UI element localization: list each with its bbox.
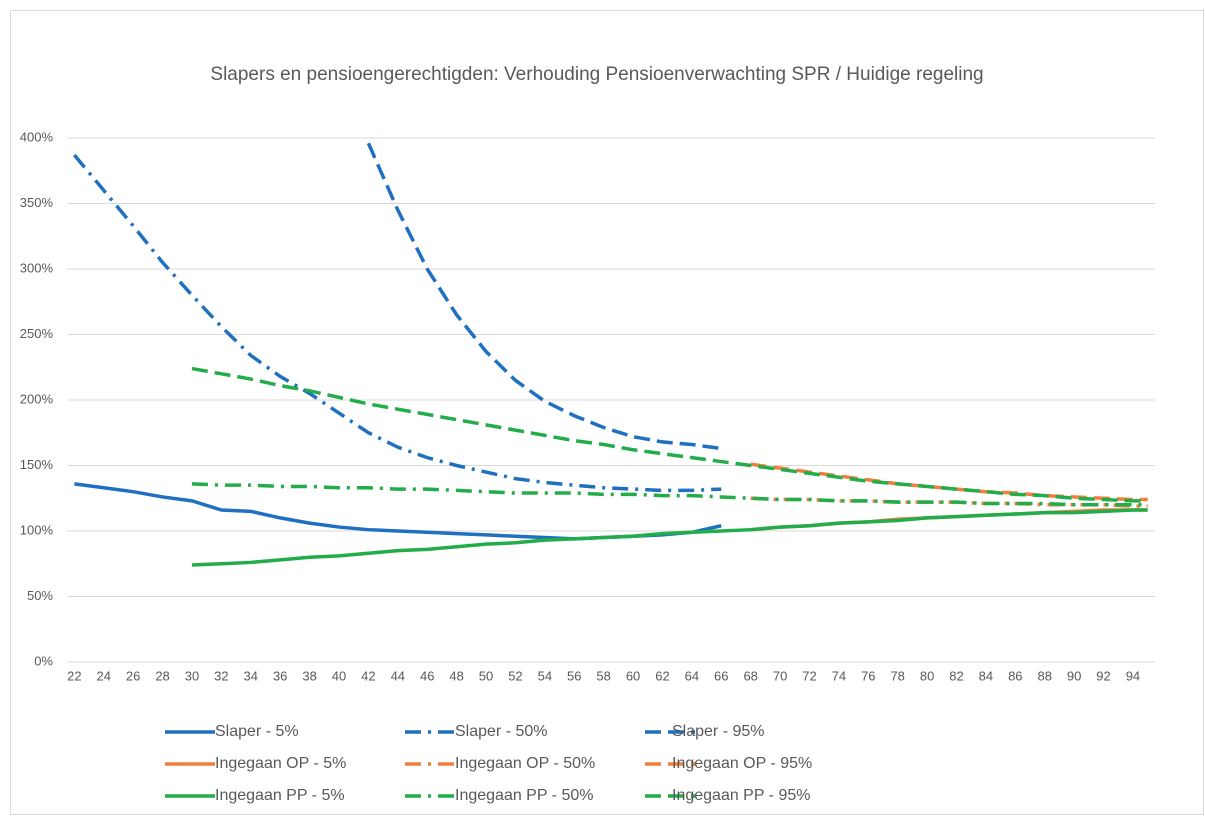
x-tick-label: 60 — [626, 668, 640, 683]
x-tick-label: 88 — [1037, 668, 1051, 683]
y-tick-label: 350% — [20, 195, 54, 210]
series-line — [366, 142, 722, 451]
x-tick-label: 58 — [596, 668, 610, 683]
y-tick-label: 250% — [20, 326, 54, 341]
legend-label: Slaper - 5% — [215, 723, 299, 740]
x-tick-label: 94 — [1126, 668, 1140, 683]
x-tick-label: 80 — [920, 668, 934, 683]
x-tick-label: 54 — [538, 668, 552, 683]
legend-label: Ingegaan PP - 95% — [672, 787, 810, 804]
x-tick-label: 76 — [861, 668, 875, 683]
x-tick-label: 26 — [126, 668, 140, 683]
x-tick-label: 56 — [567, 668, 581, 683]
x-tick-label: 68 — [743, 668, 757, 683]
legend-label: Slaper - 95% — [672, 723, 765, 740]
y-tick-label: 50% — [27, 588, 53, 603]
x-tick-label: 72 — [802, 668, 816, 683]
legend-label: Ingegaan OP - 50% — [455, 755, 595, 772]
x-tick-label: 64 — [685, 668, 699, 683]
x-tick-label: 66 — [714, 668, 728, 683]
y-tick-label: 100% — [20, 522, 54, 537]
legend-label: Ingegaan PP - 50% — [455, 787, 593, 804]
y-tick-label: 150% — [20, 457, 54, 472]
x-tick-label: 84 — [979, 668, 993, 683]
x-tick-label: 22 — [67, 668, 81, 683]
x-tick-label: 92 — [1096, 668, 1110, 683]
series-line — [191, 482, 1148, 507]
x-tick-label: 30 — [185, 668, 199, 683]
series-line — [191, 508, 1148, 567]
x-tick-label: 28 — [155, 668, 169, 683]
y-tick-label: 200% — [20, 391, 54, 406]
x-tick-label: 46 — [420, 668, 434, 683]
x-tick-label: 50 — [479, 668, 493, 683]
x-tick-label: 48 — [449, 668, 463, 683]
x-tick-label: 90 — [1067, 668, 1081, 683]
x-tick-label: 24 — [97, 668, 111, 683]
x-tick-label: 78 — [890, 668, 904, 683]
x-tick-label: 32 — [214, 668, 228, 683]
chart-frame — [10, 10, 1204, 815]
x-tick-label: 38 — [302, 668, 316, 683]
x-tick-label: 40 — [332, 668, 346, 683]
x-tick-label: 62 — [655, 668, 669, 683]
y-tick-label: 400% — [20, 129, 54, 144]
x-tick-label: 86 — [1008, 668, 1022, 683]
x-tick-label: 74 — [832, 668, 846, 683]
x-tick-label: 44 — [391, 668, 405, 683]
chart-title: Slapers en pensioengerechtigden: Verhoud… — [210, 64, 983, 85]
series-line — [191, 366, 1148, 503]
legend-label: Ingegaan OP - 95% — [672, 755, 812, 772]
x-tick-label: 70 — [773, 668, 787, 683]
series-line — [73, 153, 722, 493]
legend-label: Slaper - 50% — [455, 723, 548, 740]
x-tick-label: 34 — [244, 668, 258, 683]
legend-label: Ingegaan PP - 5% — [215, 787, 345, 804]
x-tick-label: 36 — [273, 668, 287, 683]
x-tick-label: 52 — [508, 668, 522, 683]
x-tick-label: 82 — [949, 668, 963, 683]
x-tick-label: 42 — [361, 668, 375, 683]
legend-label: Ingegaan OP - 5% — [215, 755, 346, 772]
y-tick-label: 300% — [20, 260, 54, 275]
y-tick-label: 0% — [34, 653, 53, 668]
